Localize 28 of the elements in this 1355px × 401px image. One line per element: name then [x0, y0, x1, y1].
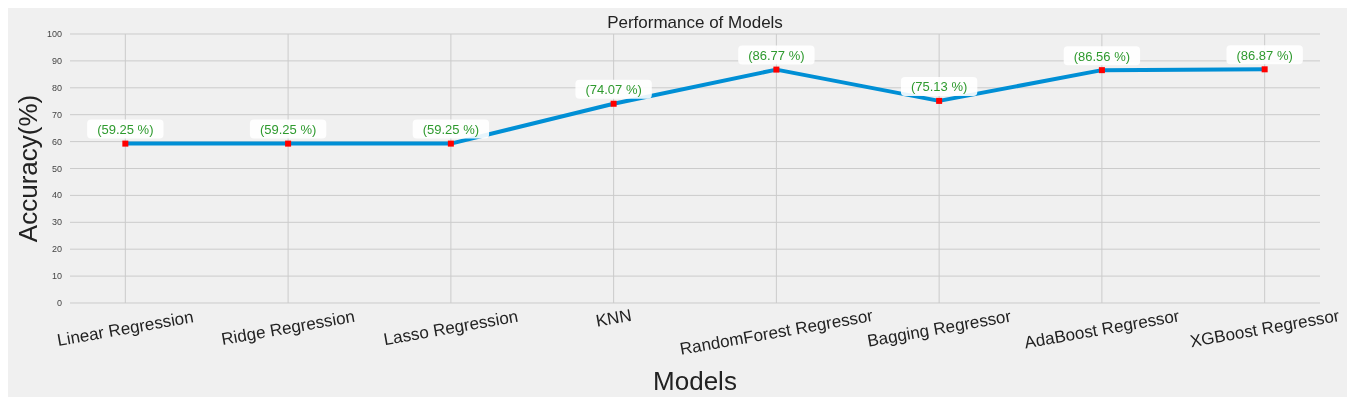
data-label: (74.07 %)	[585, 82, 642, 98]
y-tick-label: 90	[51, 55, 62, 66]
y-tick-label: 40	[51, 190, 62, 201]
y-tick-label: 10	[51, 271, 62, 282]
x-tick-label: XGBoost Regressor	[1188, 306, 1342, 352]
data-label: (59.25 %)	[259, 122, 317, 138]
data-label: (75.13 %)	[910, 79, 968, 95]
y-tick-label: 100	[46, 29, 62, 39]
y-tick-label: 20	[51, 244, 62, 255]
chart-title: Performance of Models	[607, 12, 783, 32]
y-tick-label: 70	[51, 109, 62, 120]
y-tick-label: 0	[56, 298, 62, 308]
data-label: (59.25 %)	[422, 122, 480, 138]
y-tick-label: 80	[51, 82, 62, 93]
x-axis-title: Models	[653, 366, 737, 396]
x-tick-label: Lasso Regression	[382, 306, 520, 350]
x-tick-label: Linear Regression	[55, 307, 195, 351]
x-tick-label: Ridge Regression	[219, 306, 357, 350]
y-tick-label: 30	[51, 217, 62, 228]
y-tick-label: 60	[51, 136, 62, 147]
x-tick-label: AdaBoost Regressor	[1023, 306, 1182, 353]
data-label: (86.87 %)	[1236, 47, 1293, 63]
y-axis-title: Accuracy(%)	[13, 94, 43, 243]
y-tick-label: 50	[51, 163, 62, 174]
x-tick-label: KNN	[594, 305, 633, 331]
data-label: (59.25 %)	[97, 122, 154, 138]
data-label: (86.77 %)	[748, 48, 805, 64]
data-label: (86.56 %)	[1073, 48, 1131, 64]
